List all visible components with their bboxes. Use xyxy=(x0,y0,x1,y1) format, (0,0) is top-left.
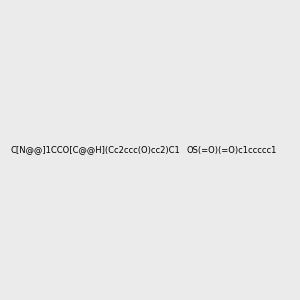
Text: C[N@@]1CCO[C@@H](Cc2ccc(O)cc2)C1: C[N@@]1CCO[C@@H](Cc2ccc(O)cc2)C1 xyxy=(10,146,180,154)
Text: OS(=O)(=O)c1ccccc1: OS(=O)(=O)c1ccccc1 xyxy=(187,146,277,154)
